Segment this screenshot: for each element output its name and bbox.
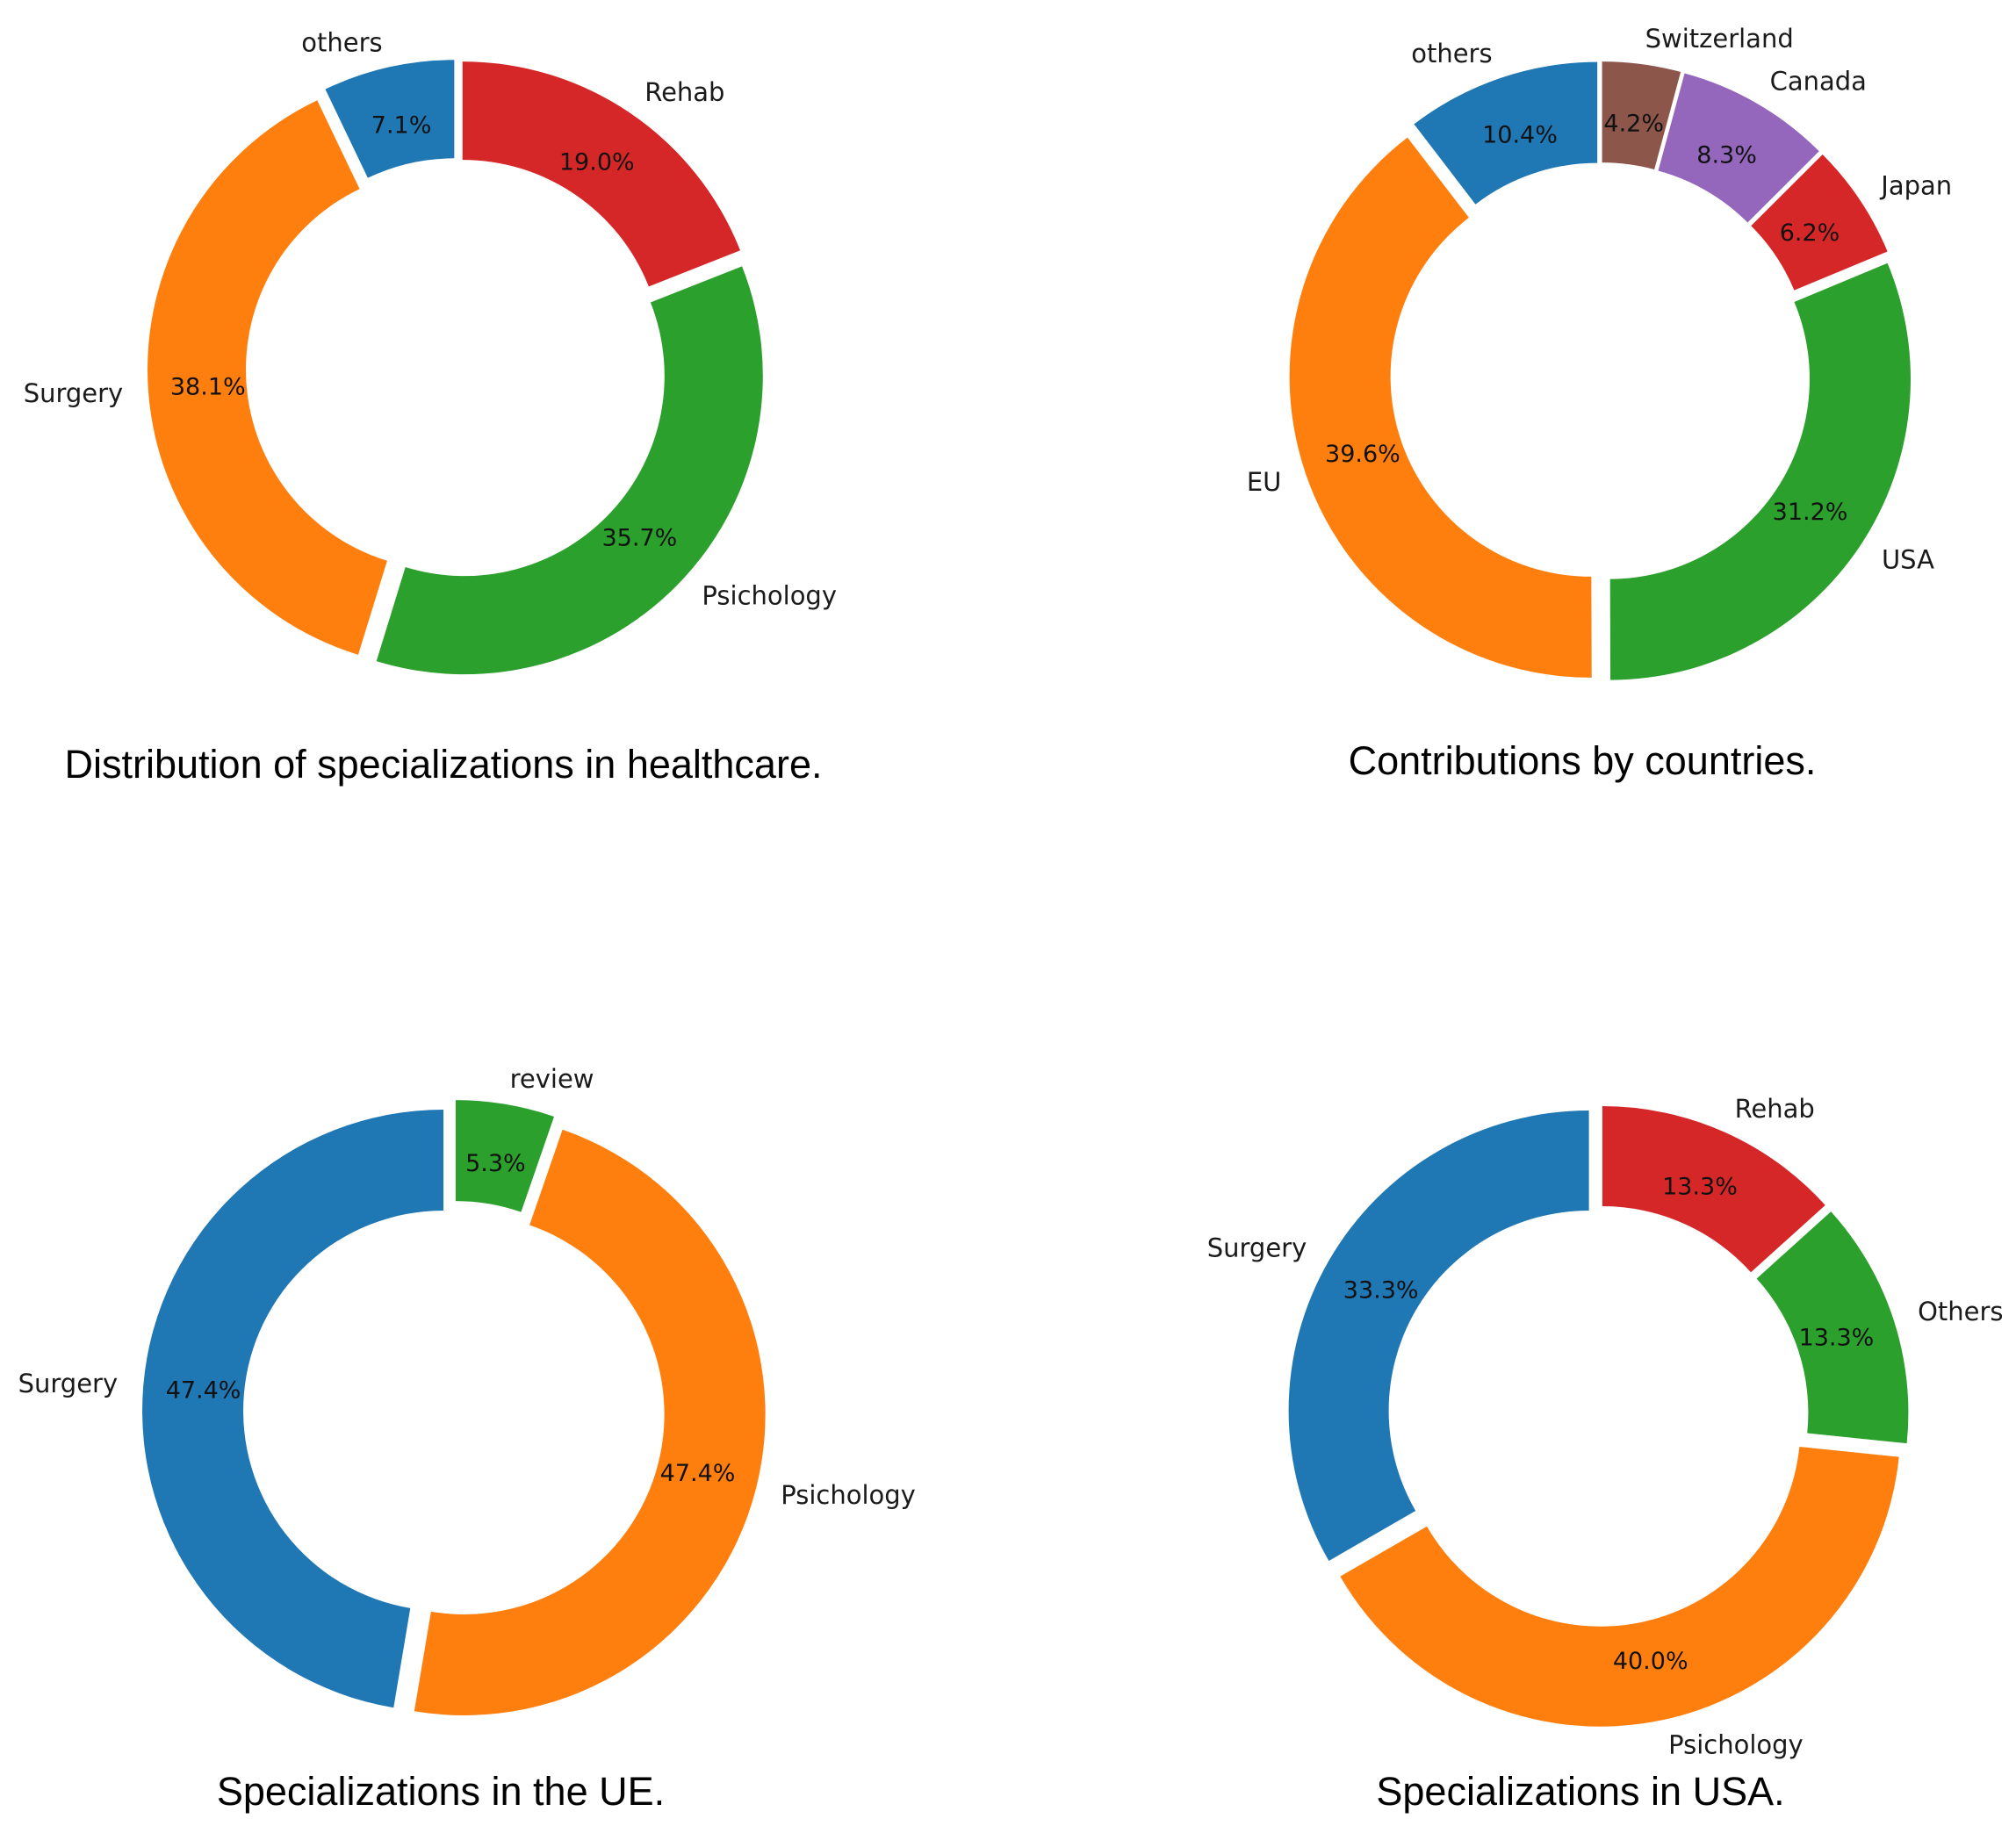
percentage-label: 47.4% bbox=[166, 1377, 241, 1405]
slice-label: review bbox=[510, 1064, 594, 1094]
slice-label: Surgery bbox=[24, 378, 124, 408]
donut-slice-rehab bbox=[462, 61, 741, 287]
donut-slice-psichology bbox=[376, 266, 763, 675]
percentage-label: 13.3% bbox=[1799, 1325, 1875, 1352]
slice-label: Psichology bbox=[1668, 1730, 1804, 1760]
chart-title: Contributions by countries. bbox=[1349, 738, 1817, 783]
slice-label: Surgery bbox=[1207, 1233, 1307, 1262]
percentage-label: 40.0% bbox=[1613, 1648, 1688, 1675]
slice-label: EU bbox=[1247, 467, 1282, 497]
slice-label: Rehab bbox=[1735, 1094, 1815, 1124]
percentage-label: 8.3% bbox=[1696, 142, 1757, 169]
donut-slice-usa bbox=[1609, 262, 1911, 680]
percentage-label: 4.2% bbox=[1603, 111, 1664, 138]
slice-label: USA bbox=[1882, 545, 1934, 575]
percentage-label: 47.4% bbox=[660, 1460, 736, 1487]
slice-label: Others bbox=[1918, 1297, 2003, 1326]
percentage-label: 35.7% bbox=[602, 524, 678, 551]
slice-label: Surgery bbox=[18, 1369, 119, 1398]
slice-label: Rehab bbox=[644, 77, 724, 107]
donut-slice-canada bbox=[1658, 73, 1819, 223]
donut-slice-rehab bbox=[1602, 1106, 1825, 1273]
percentage-label: 19.0% bbox=[559, 149, 635, 176]
percentage-label: 5.3% bbox=[465, 1150, 526, 1177]
slice-label: others bbox=[1411, 39, 1492, 68]
percentage-label: 13.3% bbox=[1662, 1174, 1738, 1201]
percentage-label: 31.2% bbox=[1773, 499, 1848, 526]
donut-slice-eu bbox=[1289, 137, 1592, 678]
donut-slice-others bbox=[1756, 1211, 1909, 1444]
chart-panel-contributions-by-countries: Contributions by countries. 10.4% others 3… bbox=[1247, 24, 1952, 783]
chart-panel-specializations-ue: Specializations in the UE. 47.4% Surgery 4… bbox=[18, 1064, 916, 1814]
chart-panel-healthcare-specializations: Distribution of specializations in healt… bbox=[24, 28, 837, 787]
chart-title: Distribution of specializations in healt… bbox=[65, 742, 823, 787]
chart-title: Specializations in the UE. bbox=[217, 1769, 665, 1814]
slice-label: Psichology bbox=[781, 1480, 916, 1510]
slice-label: Canada bbox=[1770, 67, 1867, 97]
donut-slice-others bbox=[1414, 61, 1598, 205]
donut-slice-psichology bbox=[414, 1129, 766, 1715]
donut-slice-psichology bbox=[1340, 1446, 1899, 1727]
chart-panel-specializations-usa: Specializations in USA. 33.3% Surgery 40.0… bbox=[1207, 1094, 2004, 1814]
percentage-label: 39.6% bbox=[1325, 441, 1400, 468]
donut-slice-others bbox=[325, 60, 455, 178]
slice-label: Switzerland bbox=[1645, 24, 1794, 54]
donut-slice-surgery bbox=[148, 100, 387, 655]
slice-label: others bbox=[301, 28, 382, 58]
percentage-label: 6.2% bbox=[1780, 219, 1840, 247]
donut-slice-surgery bbox=[1288, 1111, 1589, 1561]
percentage-label: 10.4% bbox=[1482, 121, 1558, 148]
percentage-label: 33.3% bbox=[1343, 1277, 1419, 1305]
percentage-label: 7.1% bbox=[371, 112, 432, 140]
percentage-label: 38.1% bbox=[170, 373, 246, 400]
chart-title: Specializations in USA. bbox=[1376, 1769, 1784, 1814]
slice-label: Psichology bbox=[702, 581, 837, 611]
slice-label: Japan bbox=[1879, 170, 1952, 200]
donut-slice-surgery bbox=[142, 1110, 444, 1708]
donut-slice-japan bbox=[1751, 154, 1888, 291]
donut-slice-review bbox=[455, 1100, 555, 1212]
donut-slice-switzerland bbox=[1602, 61, 1681, 170]
